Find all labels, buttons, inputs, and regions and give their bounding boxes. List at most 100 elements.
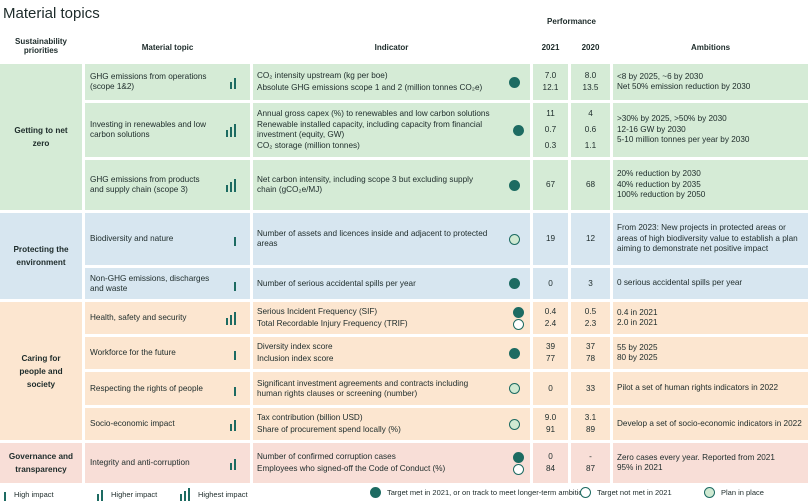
legend-item: Highest impact xyxy=(180,487,248,501)
impact-icon xyxy=(180,487,192,501)
value-2020: 4 xyxy=(588,109,593,118)
topic-cell: GHG emissions from operations (scope 1&2… xyxy=(85,64,250,100)
impact-icon xyxy=(230,75,236,89)
ind-cell: Significant investment agreements and co… xyxy=(253,372,530,405)
impact-bar xyxy=(230,463,232,470)
status-marker xyxy=(509,179,520,191)
impact-icon xyxy=(4,487,8,501)
ind-cell: Number of serious accidental spills per … xyxy=(253,268,530,299)
indicator-text: CO₂ intensity upstream (kg per boe) xyxy=(257,71,388,80)
legend: High impact Higher impact Highest impact Ta… xyxy=(0,487,810,501)
ambition: 20% reduction by 2030 xyxy=(617,169,701,179)
indicator-text: Significant investment agreements and co… xyxy=(257,378,469,398)
value-column: 12 xyxy=(571,213,610,265)
value-column: 7.0 12.1 xyxy=(533,64,568,100)
amb-cell: >30% by 2025, >50% by 2030 12-16 GW by 20… xyxy=(613,103,808,157)
topic-rows: Health, safety and security Serious Incid… xyxy=(85,302,808,440)
topic-cell: Socio-economic impact xyxy=(85,408,250,440)
value-2020: 33 xyxy=(585,383,596,393)
ind-cell: Annual gross capex (%) to renewables and… xyxy=(253,103,530,157)
value-2021: 19 xyxy=(545,234,556,243)
impact-icon xyxy=(234,346,236,360)
impact-icon xyxy=(234,277,236,291)
value-column: - 87 xyxy=(571,443,610,483)
topic-row: Integrity and anti-corruption Number of c… xyxy=(85,443,808,483)
value-column: 19 xyxy=(533,213,568,265)
topic-row: Investing in renewables and low carbon s… xyxy=(85,103,808,157)
impact-bar xyxy=(230,182,232,192)
legend-label: Highest impact xyxy=(198,489,248,499)
topic-cell: GHG emissions from products and supply c… xyxy=(85,160,250,210)
indicator: Serious Incident Frequency (SIF) xyxy=(257,306,530,318)
ambition: Zero cases every year. Reported from 202… xyxy=(617,452,775,462)
impact-icon xyxy=(226,123,236,137)
value-2020: 3.1 xyxy=(584,413,597,422)
value-2020: 0.6 xyxy=(584,125,597,134)
indicator: Tax contribution (billion USD) xyxy=(257,412,530,424)
topic-cell: Workforce for the future xyxy=(85,337,250,369)
status-marker xyxy=(513,306,524,318)
impact-bar xyxy=(234,78,236,89)
indicator-text: Total Recordable Injury Frequency (TRIF) xyxy=(257,319,408,328)
indicator-text: Number of assets and licences inside and… xyxy=(257,229,488,248)
topic-cell: Respecting the rights of people xyxy=(85,372,250,405)
impact-bar xyxy=(234,420,236,431)
impact-icon xyxy=(226,311,236,325)
priorities-header: Sustainability priorities xyxy=(14,37,67,55)
topic-header: Material topic xyxy=(141,43,194,52)
legend-label: Target met in 2021, or on track to meet … xyxy=(387,488,587,497)
indicator: Annual gross capex (%) to renewables and… xyxy=(257,108,530,120)
value-2020: 12 xyxy=(585,234,596,243)
value-2021: 11 xyxy=(546,109,555,118)
value-2020: 8.0 xyxy=(584,71,597,80)
indicator-text: CO₂ storage (million tonnes) xyxy=(257,141,360,150)
value-2021: 9.0 xyxy=(544,413,557,422)
value-2020: 89 xyxy=(585,425,596,434)
impact-icon xyxy=(97,487,105,501)
impact-icon xyxy=(234,232,236,246)
indicator-text: Net carbon intensity, including scope 3 … xyxy=(257,175,474,194)
topic-row: Workforce for the future Diversity index … xyxy=(85,337,808,369)
impact-bar xyxy=(226,185,228,192)
indicator-text: Renewable installed capacity, including … xyxy=(257,120,483,139)
value-column: 0 84 xyxy=(533,443,568,483)
topic-row: Socio-economic impact Tax contribution (b… xyxy=(85,408,808,440)
priority: Protecting the environment xyxy=(0,213,82,299)
indicator: Absolute GHG emissions scope 1 and 2 (mi… xyxy=(257,82,530,94)
topic-cell: Non-GHG emissions, discharges and waste xyxy=(85,268,250,299)
ambition: <8 by 2025, ~6 by 2030 xyxy=(617,71,704,81)
topic-name: Investing in renewables and low carbon s… xyxy=(90,120,207,139)
title: Material topics xyxy=(3,5,100,22)
indicator-text: Serious Incident Frequency (SIF) xyxy=(257,307,378,316)
ind-cell: CO₂ intensity upstream (kg per boe) Absol… xyxy=(253,64,530,100)
impact-bar xyxy=(234,124,236,137)
topic-name: Integrity and anti-corruption xyxy=(90,458,190,467)
topic-name: Socio-economic impact xyxy=(90,419,175,428)
ambition: 2.0 in 2021 xyxy=(617,318,658,327)
legend-marker xyxy=(704,487,715,498)
value-2021: 0.7 xyxy=(544,125,557,134)
impact-bar xyxy=(234,459,236,470)
value-2020: 1.1 xyxy=(584,141,597,150)
group: Caring for people and society Health, saf… xyxy=(0,302,808,440)
indicator: Inclusion index score xyxy=(257,353,530,365)
value-column: 68 xyxy=(571,160,610,210)
indicator-text: Absolute GHG emissions scope 1 and 2 (mi… xyxy=(257,83,483,92)
value-2020: 2.3 xyxy=(584,319,597,328)
impact-icon xyxy=(234,382,236,396)
status-marker xyxy=(513,451,524,463)
impact-bar xyxy=(97,494,99,501)
topic-cell: Investing in renewables and low carbon s… xyxy=(85,103,250,157)
ambition: From 2023: New projects in protected are… xyxy=(617,223,798,254)
legend-label: Higher impact xyxy=(111,489,158,499)
group: Governance and transparency Integrity and… xyxy=(0,443,808,483)
ambition: Net 50% emission reduction by 2030 xyxy=(617,82,751,91)
topic-cell: Integrity and anti-corruption xyxy=(85,443,250,483)
ambition: 12-16 GW by 2030 xyxy=(617,124,686,134)
indicator-text: Employees who signed-off the Code of Con… xyxy=(257,464,446,473)
status-marker xyxy=(509,233,520,245)
legend-label: High impact xyxy=(14,489,54,499)
impact-bar xyxy=(230,82,232,89)
legend-marker xyxy=(370,487,381,498)
value-2021: 0.4 xyxy=(544,307,557,316)
